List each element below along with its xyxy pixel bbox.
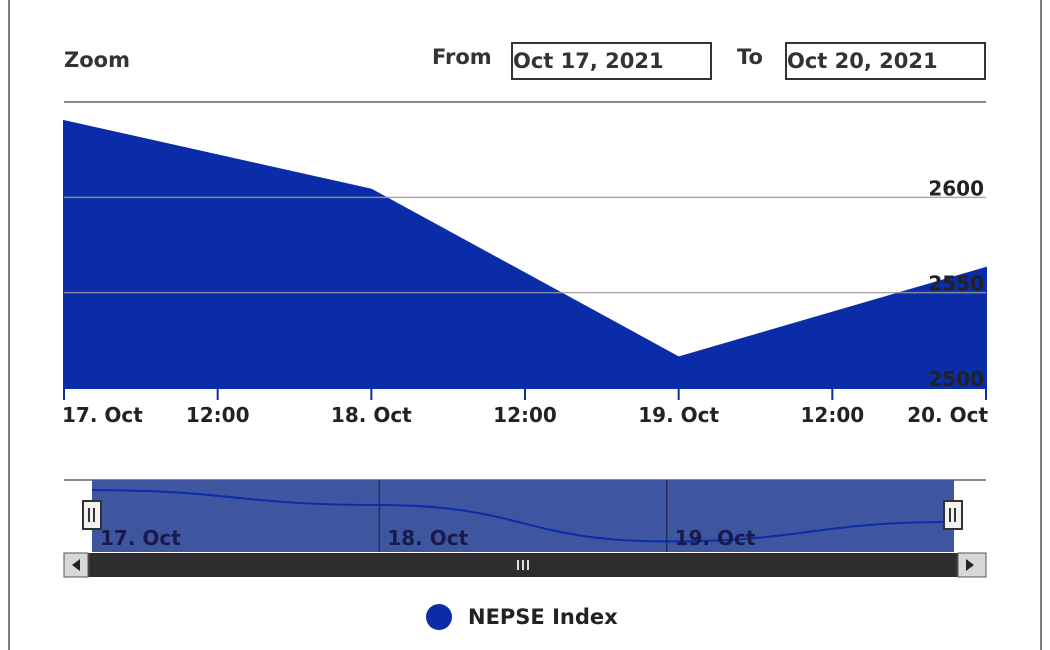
to-date-input[interactable] (785, 42, 986, 80)
frame-right-border (1040, 0, 1042, 650)
legend-marker-icon (426, 604, 452, 630)
y-tick-label-2550: 2550 (928, 272, 984, 296)
to-label: To (737, 45, 763, 69)
navigator-series-line (91, 489, 955, 543)
navigator-tick-label: 19. Oct (675, 526, 756, 550)
scrollbar[interactable] (63, 552, 987, 578)
x-tick-label: 12:00 (186, 403, 250, 427)
from-date-input[interactable] (511, 42, 712, 80)
from-label: From (432, 45, 492, 69)
x-tick-label: 12:00 (493, 403, 557, 427)
navigator[interactable]: 17. Oct 18. Oct 19. Oct (64, 479, 986, 552)
navigator-left-handle[interactable] (82, 500, 102, 530)
x-tick-label: 19. Oct (638, 403, 719, 427)
zoom-label: Zoom (64, 48, 130, 72)
navigator-tick-label: 17. Oct (100, 526, 181, 550)
right-arrow-icon (966, 559, 974, 571)
navigator-selected-range[interactable] (92, 480, 954, 552)
legend[interactable]: NEPSE Index (426, 604, 618, 630)
navigator-tick-label: 18. Oct (387, 526, 468, 550)
left-arrow-icon (72, 559, 80, 571)
y-tick-label-2600: 2600 (928, 176, 984, 200)
x-tick-label: 20. Oct (907, 403, 988, 427)
scrollbar-right-arrow[interactable] (957, 552, 987, 578)
navigator-right-handle[interactable] (943, 500, 963, 530)
x-tick-label: 12:00 (800, 403, 864, 427)
series-area-nepse-index (63, 119, 987, 389)
x-tick-label: 17. Oct (62, 403, 143, 427)
frame-left-border (8, 0, 10, 650)
legend-item-nepse-index[interactable]: NEPSE Index (468, 605, 618, 629)
x-tick-label: 18. Oct (331, 403, 412, 427)
